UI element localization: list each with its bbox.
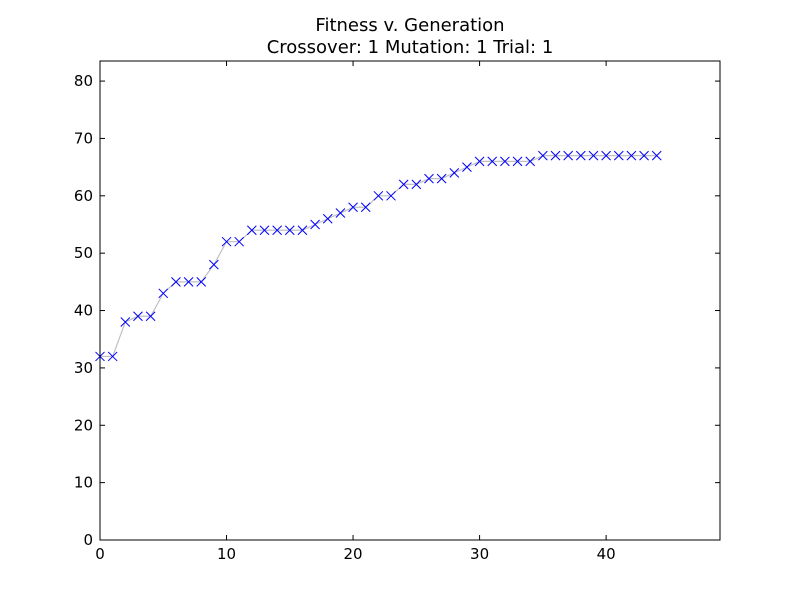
data-point: [474, 156, 485, 167]
data-point: [398, 179, 409, 190]
data-point: [171, 277, 181, 287]
data-point: [310, 219, 320, 230]
data-point: [525, 156, 536, 167]
data-point: [563, 150, 574, 161]
data-point: [259, 225, 270, 236]
y-tick-label: 0: [83, 531, 93, 549]
data-point: [221, 236, 232, 247]
x-tick-label: 10: [217, 545, 236, 563]
data-point: [360, 202, 371, 213]
data-point: [373, 190, 384, 201]
data-point: [575, 150, 586, 161]
chart-title: Fitness v. Generation: [315, 15, 504, 36]
data-point: [246, 225, 257, 236]
data-point: [424, 173, 434, 184]
data-point: [449, 168, 460, 178]
x-tick-label: 30: [470, 545, 489, 563]
data-point: [272, 225, 282, 236]
y-tick-label: 20: [74, 416, 93, 434]
data-point: [550, 150, 561, 161]
data-point: [512, 156, 523, 167]
y-tick-label: 30: [74, 359, 93, 377]
data-point: [487, 156, 498, 167]
axes-frame: [99, 60, 721, 541]
data-point: [322, 213, 333, 224]
data-point: [613, 150, 624, 161]
data-point: [538, 150, 548, 161]
plot-area: 0 10 20 30 40 0 10 20 30 40 50 60 70 80: [74, 60, 721, 563]
data-point: [411, 179, 422, 190]
data-point: [284, 225, 295, 236]
data-point: [183, 277, 194, 287]
data-point: [436, 173, 447, 184]
chart-subtitle: Crossover: 1 Mutation: 1 Trial: 1: [267, 37, 554, 58]
y-tick-label: 10: [74, 474, 93, 492]
x-tick-label: 40: [597, 545, 616, 563]
data-point: [209, 259, 219, 270]
data-point: [588, 150, 599, 161]
y-tick-label: 50: [74, 244, 93, 262]
data-point: [651, 150, 662, 161]
y-tick-label: 60: [74, 187, 93, 205]
data-point: [133, 311, 143, 322]
data-point: [196, 277, 207, 287]
data-point: [386, 190, 396, 201]
y-tick-label: 80: [74, 72, 93, 90]
data-point: [158, 288, 169, 299]
data-point: [462, 162, 472, 172]
data-point: [335, 208, 346, 218]
data-point: [297, 225, 308, 236]
data-point: [626, 150, 637, 161]
data-point: [500, 156, 510, 167]
data-point: [234, 236, 245, 247]
data-point: [145, 311, 156, 322]
data-point: [601, 150, 611, 161]
data-point: [107, 351, 118, 362]
x-tick-label: 0: [95, 545, 105, 563]
data-point: [348, 202, 358, 213]
y-tick-label: 40: [74, 302, 93, 320]
x-tick-label: 20: [344, 545, 363, 563]
y-tick-label: 70: [74, 129, 93, 147]
data-point: [120, 317, 131, 327]
data-point: [639, 150, 649, 161]
